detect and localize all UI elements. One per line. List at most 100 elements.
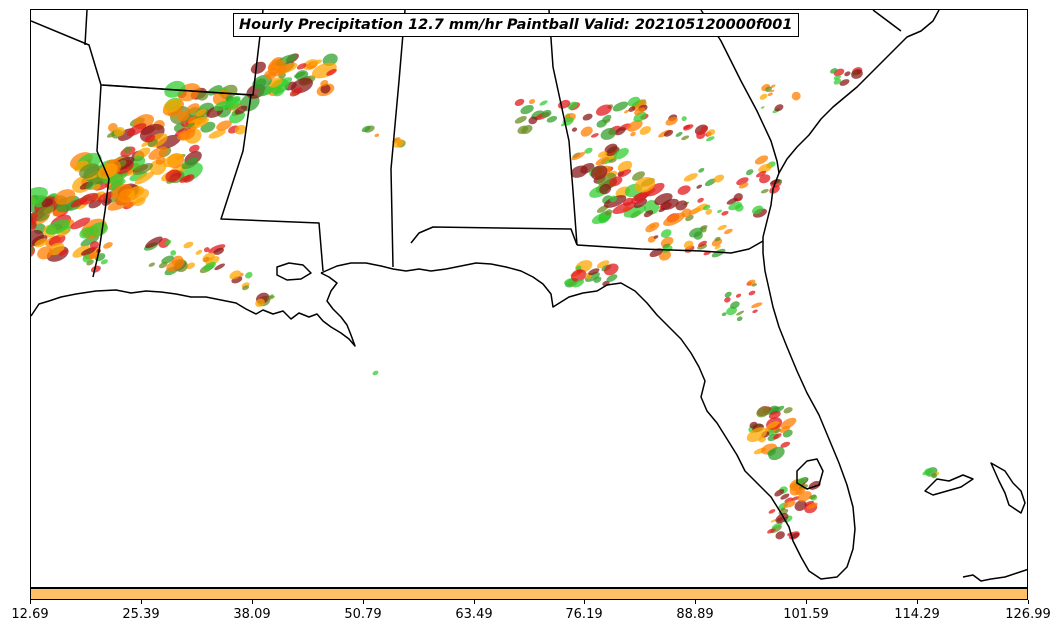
precip-blob	[833, 78, 842, 85]
precip-blob	[179, 175, 191, 183]
precip-blob	[791, 496, 800, 501]
precip-blob	[580, 126, 593, 137]
precip-blob	[724, 228, 733, 235]
colorbar-tick-label: 12.69	[11, 607, 49, 622]
precip-blob	[705, 209, 713, 215]
precip-blob	[170, 250, 177, 256]
precip-blob	[123, 146, 132, 154]
precip-blob	[54, 189, 76, 205]
precip-blob	[626, 120, 643, 132]
precip-blob	[595, 156, 610, 166]
precip-blob	[768, 410, 781, 420]
precip-blob	[736, 197, 742, 201]
precip-blob	[643, 210, 654, 218]
precip-blob	[546, 115, 558, 123]
precip-blob	[263, 87, 273, 95]
precip-blob	[766, 421, 780, 429]
precip-blob	[830, 68, 838, 74]
precip-blob	[234, 105, 248, 115]
precip-blob	[756, 406, 770, 418]
precip-blob	[155, 156, 166, 165]
precip-blob	[145, 236, 163, 249]
precip-blob	[660, 236, 674, 247]
state-line-ga-fl	[576, 240, 764, 254]
precip-blob	[721, 210, 729, 216]
precip-blob	[714, 245, 721, 250]
precip-blob	[126, 123, 147, 137]
state-line-ms-la	[92, 84, 110, 278]
precip-blob	[107, 198, 131, 211]
map-canvas	[31, 10, 1027, 582]
precip-blob	[541, 109, 552, 118]
precip-blob	[34, 238, 48, 248]
precip-blob	[103, 242, 113, 249]
precip-blob	[704, 178, 716, 187]
precip-blob	[229, 270, 241, 280]
precip-blob	[294, 71, 306, 78]
precip-blob	[111, 183, 133, 201]
precip-blob	[588, 268, 600, 276]
precip-blob	[631, 192, 648, 205]
precip-blob	[624, 109, 630, 114]
precip-blob	[179, 129, 196, 141]
precip-blob	[599, 216, 610, 224]
precip-blob	[724, 297, 731, 303]
precip-blob	[768, 509, 776, 514]
precip-blob	[791, 91, 801, 101]
precip-blob	[713, 174, 725, 183]
precip-blob	[613, 147, 629, 160]
precip-blob	[770, 89, 775, 93]
precip-blob	[183, 241, 194, 249]
precip-blob	[31, 219, 37, 232]
precip-blob	[591, 212, 611, 225]
precip-blob	[58, 249, 68, 256]
precip-blob	[653, 235, 659, 239]
precip-blob	[751, 283, 758, 287]
precip-blob	[79, 163, 100, 179]
state-line-ga-sc	[700, 10, 780, 174]
precip-blob	[633, 198, 648, 209]
precip-blob	[681, 208, 692, 218]
colorbar-tick-label: 38.09	[233, 607, 271, 622]
precip-blob	[694, 203, 708, 212]
precip-blob	[141, 141, 149, 147]
precip-blob	[658, 250, 672, 261]
precip-blob	[166, 258, 185, 272]
precip-blob	[590, 165, 608, 180]
precip-blob	[612, 101, 629, 112]
precip-blob	[630, 131, 636, 137]
precip-blob	[609, 195, 618, 203]
precip-blob	[623, 205, 647, 218]
precip-blob	[148, 262, 155, 267]
precip-blob	[730, 301, 740, 309]
precip-blob	[774, 489, 785, 497]
precip-blob	[751, 205, 764, 215]
precip-blob	[289, 87, 303, 97]
precip-blob	[37, 205, 55, 216]
precip-blob	[528, 99, 536, 105]
precip-blob	[627, 96, 640, 107]
precip-blob	[571, 152, 585, 161]
precip-blob	[736, 310, 745, 316]
state-line-ar-la	[31, 20, 252, 96]
precip-blob	[162, 153, 184, 168]
precip-blob	[320, 84, 331, 94]
precip-blob	[234, 124, 247, 135]
precip-blob	[721, 312, 727, 317]
precip-blob	[751, 302, 763, 309]
precip-blob	[310, 59, 322, 66]
coastline-louisiana	[31, 272, 356, 347]
bahamas-andros	[924, 474, 974, 496]
precip-blob	[658, 208, 666, 213]
precip-blob	[575, 265, 582, 271]
precip-blob	[89, 241, 100, 250]
precip-blob	[726, 197, 738, 205]
precip-blob	[746, 427, 767, 443]
colorbar-tick-label: 101.59	[783, 607, 829, 622]
precip-blob	[563, 278, 575, 286]
precip-blob	[195, 108, 207, 117]
precip-blob	[760, 189, 769, 194]
precip-blob	[783, 500, 796, 508]
precip-blob	[202, 252, 215, 263]
